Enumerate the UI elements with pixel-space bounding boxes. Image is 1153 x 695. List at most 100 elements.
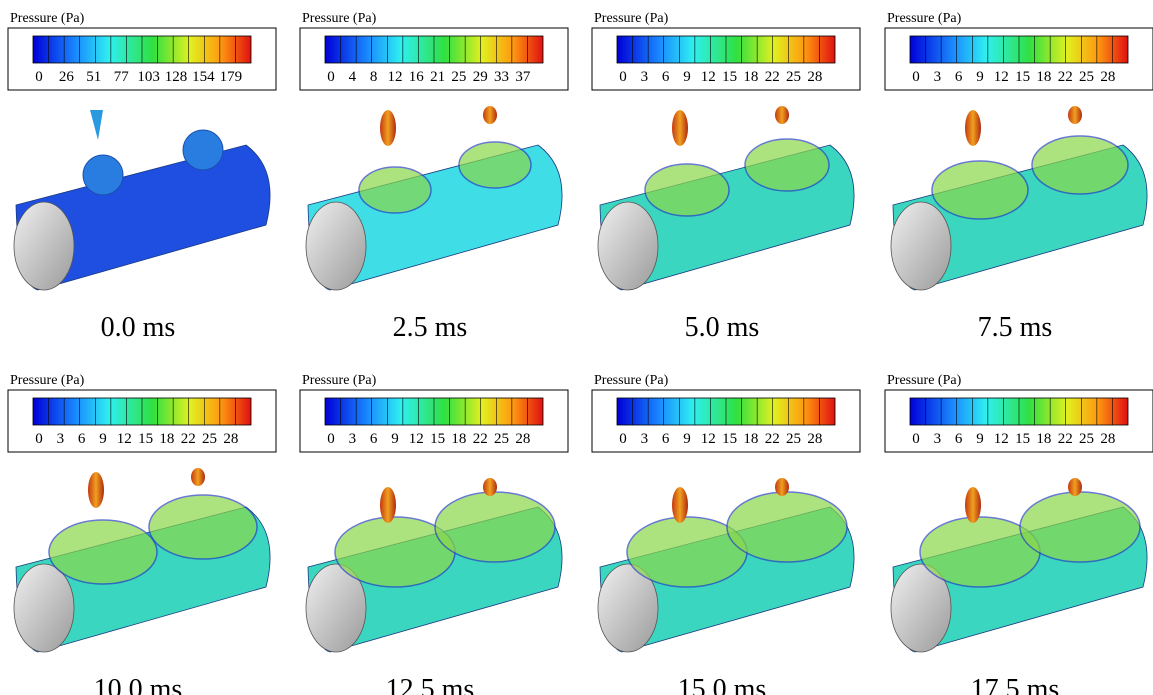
colorbar-tick-label: 25: [1079, 431, 1094, 447]
legend-title: Pressure (Pa): [302, 11, 377, 26]
legend-title: Pressure (Pa): [10, 11, 85, 26]
pipe-end: [891, 202, 951, 290]
colorbar-tick-label: 25: [494, 431, 509, 447]
colorbar-tick-label: 0: [619, 69, 627, 85]
falling-drop: [191, 468, 205, 486]
legend-title: Pressure (Pa): [594, 373, 669, 388]
colorbar-tick-label: 28: [515, 431, 530, 447]
colorbar-tick-label: 28: [223, 431, 238, 447]
film: [459, 142, 531, 188]
colorbar-tick-label: 28: [807, 431, 822, 447]
colorbar-tick-label: 9: [976, 431, 984, 447]
caption: 17.5 ms: [971, 674, 1060, 695]
colorbar-tick-label: 25: [1079, 69, 1094, 85]
colorbar-tick-label: 22: [181, 431, 196, 447]
colorbar-tick-label: 25: [202, 431, 217, 447]
colorbar-tick-label: 33: [494, 69, 509, 85]
colorbar-tick-label: 22: [1058, 431, 1073, 447]
colorbar-tick-label: 154: [192, 69, 215, 85]
colorbar-tick-label: 18: [1036, 69, 1051, 85]
colorbar-tick-label: 6: [662, 431, 670, 447]
colorbar-tick-label: 16: [409, 69, 425, 85]
colorbar-tick-label: 0: [912, 431, 920, 447]
caption: 5.0 ms: [685, 312, 760, 343]
caption: 10.0 ms: [94, 674, 183, 695]
colorbar-tick-label: 128: [165, 69, 188, 85]
colorbar-tick-label: 0: [35, 69, 43, 85]
falling-drop: [672, 487, 688, 523]
colorbar-tick-label: 25: [786, 69, 801, 85]
legend-title: Pressure (Pa): [302, 373, 377, 388]
colorbar-tick-label: 25: [451, 69, 466, 85]
legend-title: Pressure (Pa): [887, 11, 962, 26]
colorbar-tick-label: 28: [1100, 69, 1115, 85]
caption: 0.0 ms: [101, 312, 176, 343]
colorbar-tick-label: 22: [765, 431, 780, 447]
colorbar-tick-label: 18: [159, 431, 174, 447]
colorbar-tick-label: 6: [955, 69, 963, 85]
colorbar-tick-label: 12: [701, 431, 716, 447]
colorbar-tick-label: 28: [1100, 431, 1115, 447]
legend-title: Pressure (Pa): [887, 373, 962, 388]
colorbar-tick-label: 18: [451, 431, 466, 447]
falling-drop: [483, 478, 497, 496]
caption: 15.0 ms: [678, 674, 767, 695]
film: [435, 492, 555, 562]
colorbar-tick-label: 25: [786, 431, 801, 447]
jet: [90, 110, 103, 140]
pipe-end: [306, 202, 366, 290]
colorbar-tick-label: 26: [59, 69, 75, 85]
colorbar-tick-label: 15: [1015, 431, 1030, 447]
film: [359, 167, 431, 213]
colorbar-tick-label: 18: [743, 431, 758, 447]
colorbar-tick-label: 0: [327, 431, 335, 447]
figure: Pressure (Pa)02651771031281541790.0 msPr…: [0, 0, 1153, 695]
pipe-end: [598, 202, 658, 290]
film: [645, 164, 729, 216]
film: [149, 495, 257, 559]
colorbar-tick-label: 15: [138, 431, 153, 447]
colorbar-tick-label: 22: [765, 69, 780, 85]
colorbar-tick-label: 12: [409, 431, 424, 447]
droplet: [183, 130, 223, 170]
colorbar-tick-label: 12: [701, 69, 716, 85]
colorbar-tick-label: 9: [683, 431, 691, 447]
colorbar-tick-label: 37: [515, 69, 531, 85]
colorbar-tick-label: 12: [994, 431, 1009, 447]
colorbar-tick-label: 6: [370, 431, 378, 447]
colorbar-tick-label: 6: [955, 431, 963, 447]
colorbar-tick-label: 0: [35, 431, 43, 447]
colorbar-tick-label: 22: [473, 431, 488, 447]
film: [727, 492, 847, 562]
colorbar-tick-label: 8: [370, 69, 378, 85]
film: [745, 139, 829, 191]
colorbar-tick-label: 0: [619, 431, 627, 447]
film: [932, 161, 1028, 219]
colorbar-tick-label: 22: [1058, 69, 1073, 85]
legend-title: Pressure (Pa): [594, 11, 669, 26]
colorbar-tick-label: 6: [78, 431, 86, 447]
colorbar-tick-label: 15: [430, 431, 445, 447]
falling-drop: [380, 487, 396, 523]
colorbar-tick-label: 9: [391, 431, 399, 447]
caption: 7.5 ms: [978, 312, 1053, 343]
falling-drop: [775, 478, 789, 496]
colorbar-tick-label: 12: [994, 69, 1009, 85]
colorbar-tick-label: 21: [430, 69, 445, 85]
pipe-end: [14, 202, 74, 290]
colorbar-tick-label: 77: [114, 69, 130, 85]
colorbar-tick-label: 0: [912, 69, 920, 85]
film: [1020, 492, 1140, 562]
colorbar-tick-label: 15: [1015, 69, 1030, 85]
colorbar-tick-label: 4: [349, 69, 357, 85]
falling-drop: [1068, 106, 1082, 124]
colorbar-tick-label: 3: [641, 431, 649, 447]
colorbar-tick-label: 3: [641, 69, 649, 85]
legend-title: Pressure (Pa): [10, 373, 85, 388]
